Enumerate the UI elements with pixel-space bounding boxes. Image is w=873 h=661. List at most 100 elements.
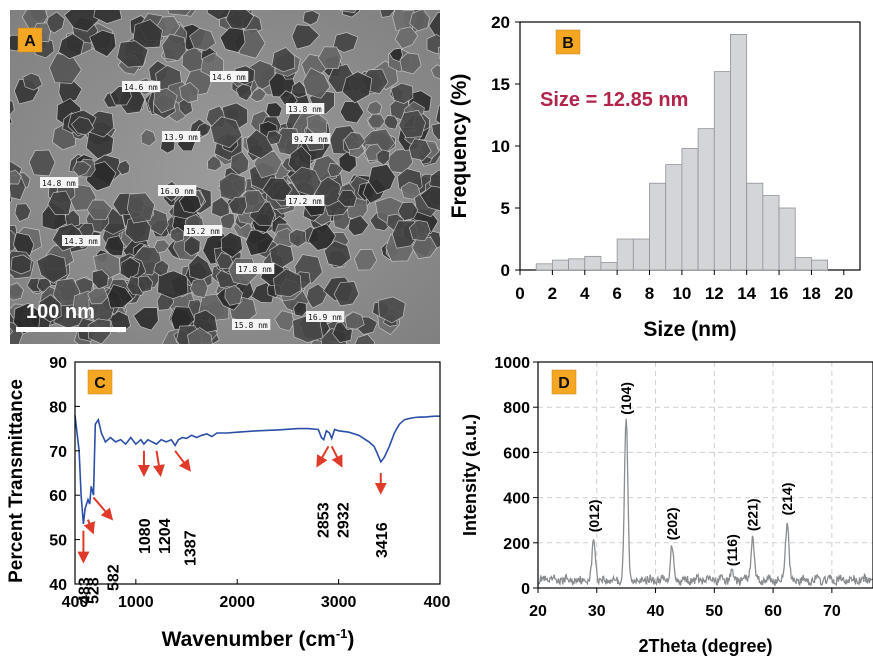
- histogram-bar: [714, 72, 730, 270]
- x-tick-label: 70: [823, 603, 841, 620]
- peak-arrow: [332, 446, 341, 464]
- x-tick-label: 60: [764, 603, 782, 620]
- grid-lines: [538, 362, 873, 588]
- particle-size-label: 15.2 nm: [186, 227, 220, 236]
- nanoparticle: [29, 150, 55, 176]
- y-tick-label: 400: [503, 491, 530, 508]
- histogram-bar: [698, 129, 714, 270]
- peak-label: 2932: [336, 502, 353, 538]
- x-tick-label: 1000: [118, 594, 154, 611]
- x-tick-label: 40: [647, 603, 665, 620]
- panel-b-badge: B: [556, 30, 580, 54]
- ftir-spectrum-line: [75, 415, 440, 524]
- peak-arrow: [157, 451, 161, 473]
- peak-arrow: [318, 446, 328, 464]
- particle-size-label: 17.2 nm: [288, 197, 322, 206]
- histogram-bar: [779, 208, 795, 270]
- histogram-bar: [666, 165, 682, 270]
- peak-label: 528: [86, 577, 103, 604]
- x-tick-label: 0: [515, 284, 524, 303]
- panel-badge-label: D: [558, 375, 570, 392]
- miller-index-label: (202): [664, 508, 680, 541]
- y-tick-label: 15: [491, 75, 510, 94]
- y-tick-label: 80: [49, 399, 67, 416]
- peak-label: 2853: [315, 502, 332, 538]
- x-tick-label: 16: [770, 284, 789, 303]
- x-tick-label: 2: [548, 284, 557, 303]
- histogram-bar: [795, 258, 811, 270]
- x-axis-title-close: ): [347, 628, 354, 651]
- y-tick-label: 1000: [494, 355, 530, 372]
- histogram-bar: [601, 263, 617, 270]
- x-tick-label: 50: [705, 603, 723, 620]
- histogram-bars: [536, 34, 827, 270]
- histogram-bar: [552, 260, 568, 270]
- histogram-bar: [763, 196, 779, 270]
- y-tick-label: 60: [49, 488, 67, 505]
- x-axis-title-text: Wavenumber (cm: [162, 628, 336, 651]
- particle-size-label: 16.0 nm: [160, 187, 194, 196]
- miller-index-label: (214): [779, 483, 795, 516]
- peak-label: 582: [106, 564, 123, 591]
- x-tick-label: 8: [645, 284, 654, 303]
- panel-a-badge: A: [18, 28, 42, 52]
- x-axis-title: Size (nm): [643, 318, 736, 341]
- panel-badge-label: A: [24, 33, 36, 50]
- x-tick-label: 14: [737, 284, 756, 303]
- peak-label: 1080: [137, 518, 154, 554]
- x-tick-label: 4: [580, 284, 590, 303]
- y-axis-title: Percent Transmittance: [6, 379, 27, 583]
- miller-index-label: (221): [745, 498, 761, 531]
- histogram-bar: [617, 239, 633, 270]
- histogram-bar: [585, 256, 601, 270]
- miller-index-label: (116): [724, 534, 740, 566]
- peak-label: 3416: [374, 522, 391, 558]
- y-axis-title: Intensity (a.u.): [460, 414, 480, 536]
- mean-size-annotation: Size = 12.85 nm: [540, 89, 688, 111]
- histogram-bar: [811, 260, 827, 270]
- particle-size-label: 15.8 nm: [234, 321, 268, 330]
- peak-label: 1387: [183, 530, 200, 566]
- panel-badge-label: B: [562, 35, 574, 52]
- particle-size-label: 16.9 nm: [308, 313, 342, 322]
- particle-size-label: 13.9 nm: [164, 133, 198, 142]
- x-axis-title-superscript: -1: [336, 626, 348, 641]
- particle-size-label: 14.6 nm: [212, 73, 246, 82]
- x-tick-label: 10: [672, 284, 691, 303]
- y-tick-label: 200: [503, 536, 530, 553]
- y-tick-label: 600: [503, 445, 530, 462]
- particle-size-label: 17.8 nm: [238, 265, 272, 274]
- y-tick-label: 40: [49, 577, 67, 594]
- x-tick-label: 18: [802, 284, 821, 303]
- miller-index-label: (012): [586, 500, 602, 533]
- scale-bar: [16, 327, 126, 332]
- histogram-bar: [650, 183, 666, 270]
- y-tick-label: 10: [491, 137, 510, 156]
- y-axis-title: Frequency (%): [448, 74, 471, 219]
- y-tick-label: 0: [521, 581, 530, 598]
- x-tick-label: 12: [705, 284, 724, 303]
- peak-arrow: [88, 520, 92, 531]
- y-tick-label: 20: [491, 13, 510, 32]
- particle-size-label: 14.6 nm: [124, 83, 158, 92]
- x-axis-title: 2Theta (degree): [638, 636, 772, 656]
- y-tick-label: 90: [49, 355, 67, 372]
- miller-index-label: (104): [618, 382, 634, 415]
- particle-size-label: 14.8 nm: [42, 179, 76, 188]
- panel-badge-label: C: [94, 375, 106, 392]
- x-tick-label: 30: [588, 603, 606, 620]
- panel-c-badge: C: [88, 370, 112, 394]
- y-tick-label: 50: [49, 533, 67, 550]
- panel-d-badge: D: [552, 370, 576, 394]
- peak-arrow: [175, 451, 188, 469]
- x-tick-label: 3000: [321, 594, 357, 611]
